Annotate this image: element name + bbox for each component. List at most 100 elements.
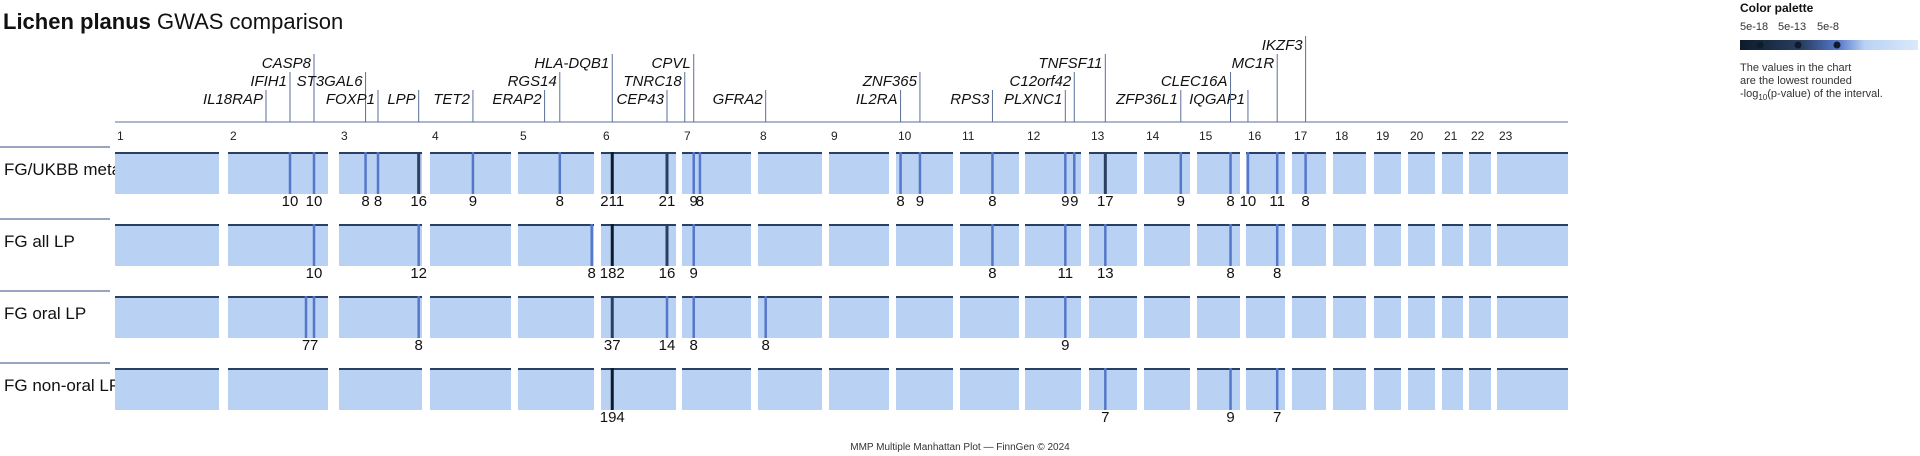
chromosome-segment: [682, 224, 751, 266]
chromosome-segment: [1197, 152, 1240, 194]
hit-bar: [1229, 224, 1232, 266]
chromosome-segment: [115, 296, 219, 338]
chromosome-segment: [758, 152, 822, 194]
chromosome-label: 8: [760, 129, 767, 143]
hit-bar: [665, 296, 669, 338]
hit-value-label: 8: [988, 265, 996, 282]
chromosome-segment: [518, 224, 594, 266]
hit-value-label: 8: [988, 193, 996, 210]
hit-bar: [1073, 152, 1076, 194]
chromosome-segment: [1144, 368, 1190, 410]
hit-value-label: 8: [896, 193, 904, 210]
chromosome-segment: [1374, 224, 1401, 266]
hit-value-label: 8: [556, 193, 564, 210]
chromosome-label: 3: [341, 129, 348, 143]
chromosome-label: 6: [603, 129, 610, 143]
hit-value-label: 10: [306, 265, 323, 282]
chromosome-label: 11: [962, 129, 975, 143]
hit-value-label: 9: [916, 193, 924, 210]
chromosome-segment: [1469, 152, 1491, 194]
chromosome-segment: [896, 152, 953, 194]
chromosome-label: 10: [898, 129, 912, 143]
hit-bar: [991, 224, 994, 266]
chromosome-segment: [430, 368, 511, 410]
chromosome-label: 18: [1335, 129, 1349, 143]
hit-value-label: 7: [1273, 409, 1281, 426]
hit-value-label: 16: [659, 265, 676, 282]
footer-credit: MMP Multiple Manhattan Plot — FinnGen © …: [850, 442, 1070, 453]
hit-bar: [304, 296, 308, 338]
row-label: FG non-oral LP: [4, 376, 120, 395]
gene-label: CASP8: [262, 55, 312, 72]
chromosome-segment: [228, 368, 328, 410]
chromosome-segment: [1089, 224, 1137, 266]
gene-label: RGS14: [508, 73, 557, 90]
hit-value-label: 13: [1097, 265, 1114, 282]
chromosome-segment: [758, 224, 822, 266]
legend-note-line-3: -log10(p-value) of the interval.: [1740, 88, 1918, 104]
chromosome-segment: [682, 368, 751, 410]
chromosome-segment: [1197, 224, 1240, 266]
legend-gradient-bar: [1740, 40, 1918, 50]
gene-label: CLEC16A: [1161, 73, 1228, 90]
gene-label: CEP43: [616, 91, 664, 108]
chromosome-label: 7: [684, 129, 691, 143]
legend-note-line-2: are the lowest rounded: [1740, 75, 1852, 87]
hit-bar: [471, 152, 475, 194]
gene-label: TET2: [433, 91, 470, 108]
legend-tick-label: 5e-18: [1740, 21, 1768, 33]
hit-value-label: 11: [1058, 265, 1074, 282]
hit-value-label: 8: [1226, 265, 1234, 282]
legend-tick-dot: [1794, 41, 1802, 49]
hit-value-label: 211: [600, 193, 624, 210]
hit-value-label: 8: [374, 193, 382, 210]
hit-bar: [364, 152, 367, 194]
gene-label: FOXP1: [326, 91, 375, 108]
hit-bar: [1275, 368, 1279, 410]
chromosome-segment: [682, 296, 751, 338]
chart-title-bold: Lichen planus: [3, 9, 151, 34]
hit-bar: [558, 152, 562, 194]
chromosome-segment: [758, 368, 822, 410]
chromosome-segment: [339, 296, 422, 338]
chromosome-segment: [682, 152, 751, 194]
gene-label: IL18RAP: [203, 91, 263, 108]
gene-label: IQGAP1: [1189, 91, 1245, 108]
chromosome-segment: [896, 368, 953, 410]
hit-bar: [692, 224, 695, 266]
chromosome-segment: [1292, 152, 1326, 194]
hit-bar: [665, 224, 669, 266]
chromosome-segment: [896, 224, 953, 266]
chromosome-segment: [1333, 296, 1366, 338]
chromosome-segment: [1246, 152, 1285, 194]
chromosome-segment: [1025, 368, 1081, 410]
chromosome-label: 4: [432, 129, 439, 143]
gene-label: GFRA2: [713, 91, 764, 108]
chromosome-label: 22: [1471, 129, 1485, 143]
chromosome-segment: [1246, 368, 1285, 410]
hit-value-label: 10: [282, 193, 299, 210]
legend-title: Color palette: [1740, 1, 1814, 15]
hit-value-label: 11: [1269, 193, 1285, 210]
hit-bar: [610, 152, 614, 194]
chromosome-segment: [1089, 296, 1137, 338]
legend-note-rest: (p-value) of the interval.: [1767, 88, 1883, 100]
hit-bar: [1275, 152, 1279, 194]
chromosome-label: 9: [831, 129, 838, 143]
hit-bar: [698, 152, 702, 194]
chromosome-segment: [1374, 296, 1401, 338]
chromosome-segment: [1333, 224, 1366, 266]
chromosome-segment: [1442, 152, 1463, 194]
chart-title-rest: GWAS comparison: [150, 9, 344, 34]
chromosome-segment: [1408, 224, 1435, 266]
hit-value-label: 7: [302, 337, 310, 354]
hit-bar: [692, 152, 695, 194]
legend-tick-label: 5e-13: [1778, 21, 1806, 33]
hit-value-label: 10: [306, 193, 323, 210]
legend-tick-label: 5e-8: [1817, 21, 1839, 33]
hit-value-label: 8: [690, 337, 698, 354]
chromosome-label: 14: [1146, 129, 1160, 143]
hit-value-label: 8: [588, 265, 596, 282]
chromosome-segment: [1025, 296, 1081, 338]
legend-tick-dot: [1756, 41, 1764, 49]
